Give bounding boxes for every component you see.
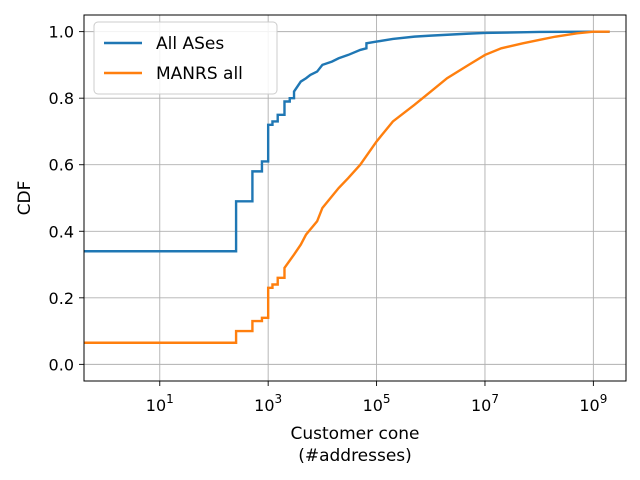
y-axis-title: CDF	[15, 181, 35, 216]
x-tick-exponent: 9	[600, 392, 608, 406]
x-tick-label: 103	[254, 392, 282, 415]
series-line-all-ases	[84, 30, 610, 253]
x-tick-exponent: 1	[166, 392, 174, 406]
y-tick-label: 0.2	[49, 289, 74, 308]
series-layer	[84, 30, 610, 344]
x-tick-label: 109	[579, 392, 607, 415]
y-tick-label: 0.8	[49, 89, 74, 108]
y-tick-label: 0.6	[49, 156, 74, 175]
x-tick-base: 10	[254, 396, 274, 415]
x-tick-base: 10	[363, 396, 383, 415]
x-tick-label: 101	[146, 392, 174, 415]
x-tick-base: 10	[471, 396, 491, 415]
y-tick-label: 1.0	[49, 23, 74, 42]
x-tick-exponent: 7	[491, 392, 499, 406]
y-tick-label: 0.4	[49, 222, 74, 241]
x-tick-exponent: 3	[275, 392, 283, 406]
x-tick-exponent: 5	[383, 392, 391, 406]
legend: All ASes MANRS all	[93, 21, 278, 95]
x-tick-base: 10	[146, 396, 166, 415]
y-tick-label: 0.0	[49, 355, 74, 374]
axis-titles: Customer cone (#addresses) CDF	[15, 181, 419, 466]
x-axis-title-line2: (#addresses)	[298, 446, 412, 466]
series-line-manrs-all	[84, 30, 610, 344]
legend-label: MANRS all	[156, 64, 243, 84]
x-tick-base: 10	[579, 396, 599, 415]
x-axis-title-line1: Customer cone	[291, 424, 420, 444]
x-tick-label: 105	[363, 392, 391, 415]
legend-box	[93, 21, 278, 95]
legend-label: All ASes	[156, 34, 224, 54]
x-tick-label: 107	[471, 392, 499, 415]
plot-frame	[83, 14, 627, 382]
